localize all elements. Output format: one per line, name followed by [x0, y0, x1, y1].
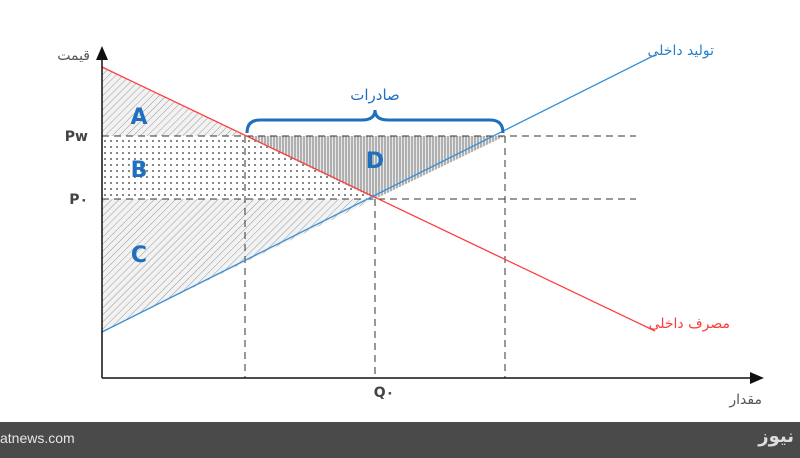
supply-label: تولید داخلی	[648, 43, 715, 59]
p0-label: P۰	[69, 192, 88, 208]
site-logo: نیوز	[758, 426, 794, 447]
region-c	[102, 199, 375, 332]
x-axis-label: مقدار	[728, 392, 762, 408]
y-axis-label: قیمت	[57, 48, 90, 64]
region-c-label: C	[131, 243, 147, 268]
region-d	[245, 136, 505, 199]
x-axis-arrow-icon	[750, 372, 764, 384]
region-b	[102, 136, 375, 199]
y-axis-arrow-icon	[96, 46, 108, 60]
demand-line	[101, 66, 656, 332]
region-b-label: B	[131, 158, 148, 183]
exports-label: صادرات	[350, 86, 400, 104]
pw-label: Pw	[65, 129, 88, 145]
region-a-label: A	[130, 105, 147, 130]
site-url[interactable]: atnews.com	[0, 430, 75, 446]
exports-brace	[245, 109, 505, 134]
footer: atnews.com نیوز	[0, 422, 800, 458]
supply-line	[101, 54, 656, 333]
q0-label: Q۰	[374, 385, 394, 401]
demand-label: مصرف داخلی	[649, 316, 730, 332]
region-d-label: D	[366, 149, 384, 174]
